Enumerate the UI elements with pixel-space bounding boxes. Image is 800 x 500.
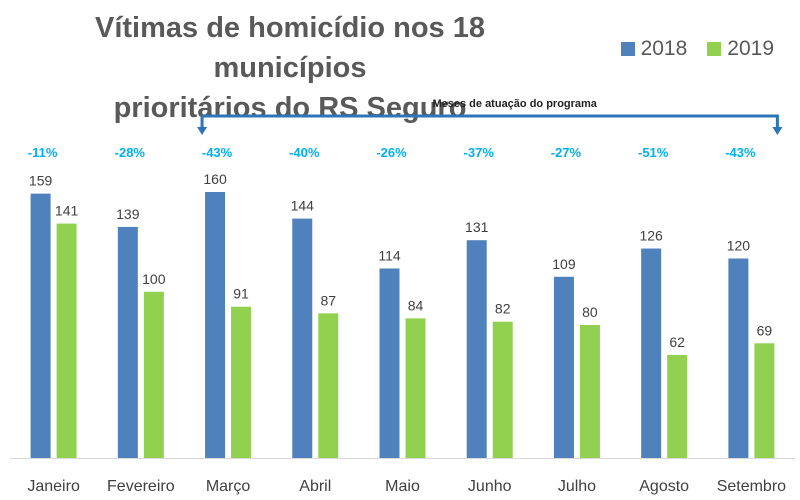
annotation-arrow-left xyxy=(197,127,208,135)
percent-change-janeiro: -11% xyxy=(28,145,58,160)
data-label-2019-março: 91 xyxy=(233,286,249,302)
bar-2018-julho xyxy=(553,276,574,458)
percent-change-abril: -40% xyxy=(289,145,320,160)
x-tick-label-julho: Julho xyxy=(558,478,596,495)
bar-2019-julho xyxy=(579,325,600,458)
legend-label-2019: 2019 xyxy=(727,37,774,60)
data-label-2019-junho: 82 xyxy=(495,301,511,317)
percent-change-junho: -37% xyxy=(464,145,495,160)
bar-2018-abril xyxy=(292,218,313,458)
bar-2018-março xyxy=(205,192,226,458)
percent-change-agosto: -51% xyxy=(638,145,669,160)
data-label-2019-maio: 84 xyxy=(408,297,424,313)
data-label-2018-setembro: 120 xyxy=(727,238,751,254)
legend-label-2018: 2018 xyxy=(640,37,688,60)
bar-2018-janeiro xyxy=(30,193,51,458)
bar-2019-maio xyxy=(405,318,426,458)
percent-change-março: -43% xyxy=(202,145,233,160)
chart-title: Vítimas de homicídio nos 18 municípios p… xyxy=(20,8,560,128)
bar-2019-setembro xyxy=(754,343,775,458)
bar-2019-março xyxy=(231,306,252,458)
x-tick-label-março: Março xyxy=(206,478,251,495)
annotation-arrow-right xyxy=(772,127,783,135)
x-tick-label-junho: Junho xyxy=(468,478,512,495)
chart-title-line-2: prioritários do RS Seguro xyxy=(113,92,467,124)
data-label-2019-setembro: 69 xyxy=(757,322,773,338)
data-label-2019-agosto: 62 xyxy=(669,334,685,350)
bar-2019-agosto xyxy=(667,354,688,458)
percent-change-maio: -26% xyxy=(376,145,407,160)
bar-2018-setembro xyxy=(728,258,749,458)
data-label-2019-fevereiro: 100 xyxy=(142,271,166,287)
annotation-bracket xyxy=(200,114,779,128)
x-tick-label-maio: Maio xyxy=(385,478,420,495)
bar-2019-fevereiro xyxy=(143,291,164,458)
data-label-2018-maio: 114 xyxy=(378,247,401,263)
bar-2018-fevereiro xyxy=(117,226,138,458)
percent-change-julho: -27% xyxy=(551,145,582,160)
data-label-2018-janeiro: 159 xyxy=(29,173,53,189)
x-tick-label-agosto: Agosto xyxy=(639,478,689,495)
annotation-label: Meses de atuação do programa xyxy=(432,98,597,110)
bar-2018-maio xyxy=(379,268,400,458)
data-label-2018-agosto: 126 xyxy=(639,228,663,244)
data-label-2018-março: 160 xyxy=(203,171,227,187)
bar-2019-junho xyxy=(492,321,513,458)
percent-change-setembro: -43% xyxy=(725,145,756,160)
legend-swatch-2019 xyxy=(707,42,722,56)
data-label-2019-abril: 87 xyxy=(320,292,336,308)
legend-item-2019: 2019 xyxy=(707,37,774,61)
legend: 2018 2019 xyxy=(620,37,774,61)
x-tick-label-janeiro: Janeiro xyxy=(27,478,80,495)
data-label-2018-fevereiro: 139 xyxy=(116,206,140,222)
data-label-2019-janeiro: 141 xyxy=(55,203,79,219)
data-label-2018-julho: 109 xyxy=(552,256,576,272)
x-tick-label-abril: Abril xyxy=(299,478,331,495)
x-tick-label-fevereiro: Fevereiro xyxy=(107,478,175,495)
bar-2019-abril xyxy=(318,313,339,458)
bar-2018-junho xyxy=(466,240,487,458)
bar-2019-janeiro xyxy=(56,223,77,458)
legend-item-2018: 2018 xyxy=(620,37,688,61)
data-label-2019-julho: 80 xyxy=(582,304,598,320)
x-tick-label-setembro: Setembro xyxy=(717,478,786,495)
data-label-2018-junho: 131 xyxy=(465,219,489,235)
data-label-2018-abril: 144 xyxy=(291,198,315,214)
bar-2018-agosto xyxy=(641,248,662,458)
percent-change-fevereiro: -28% xyxy=(115,145,146,160)
legend-swatch-2018 xyxy=(620,42,635,56)
chart-title-line-1: Vítimas de homicídio nos 18 municípios xyxy=(95,12,485,84)
